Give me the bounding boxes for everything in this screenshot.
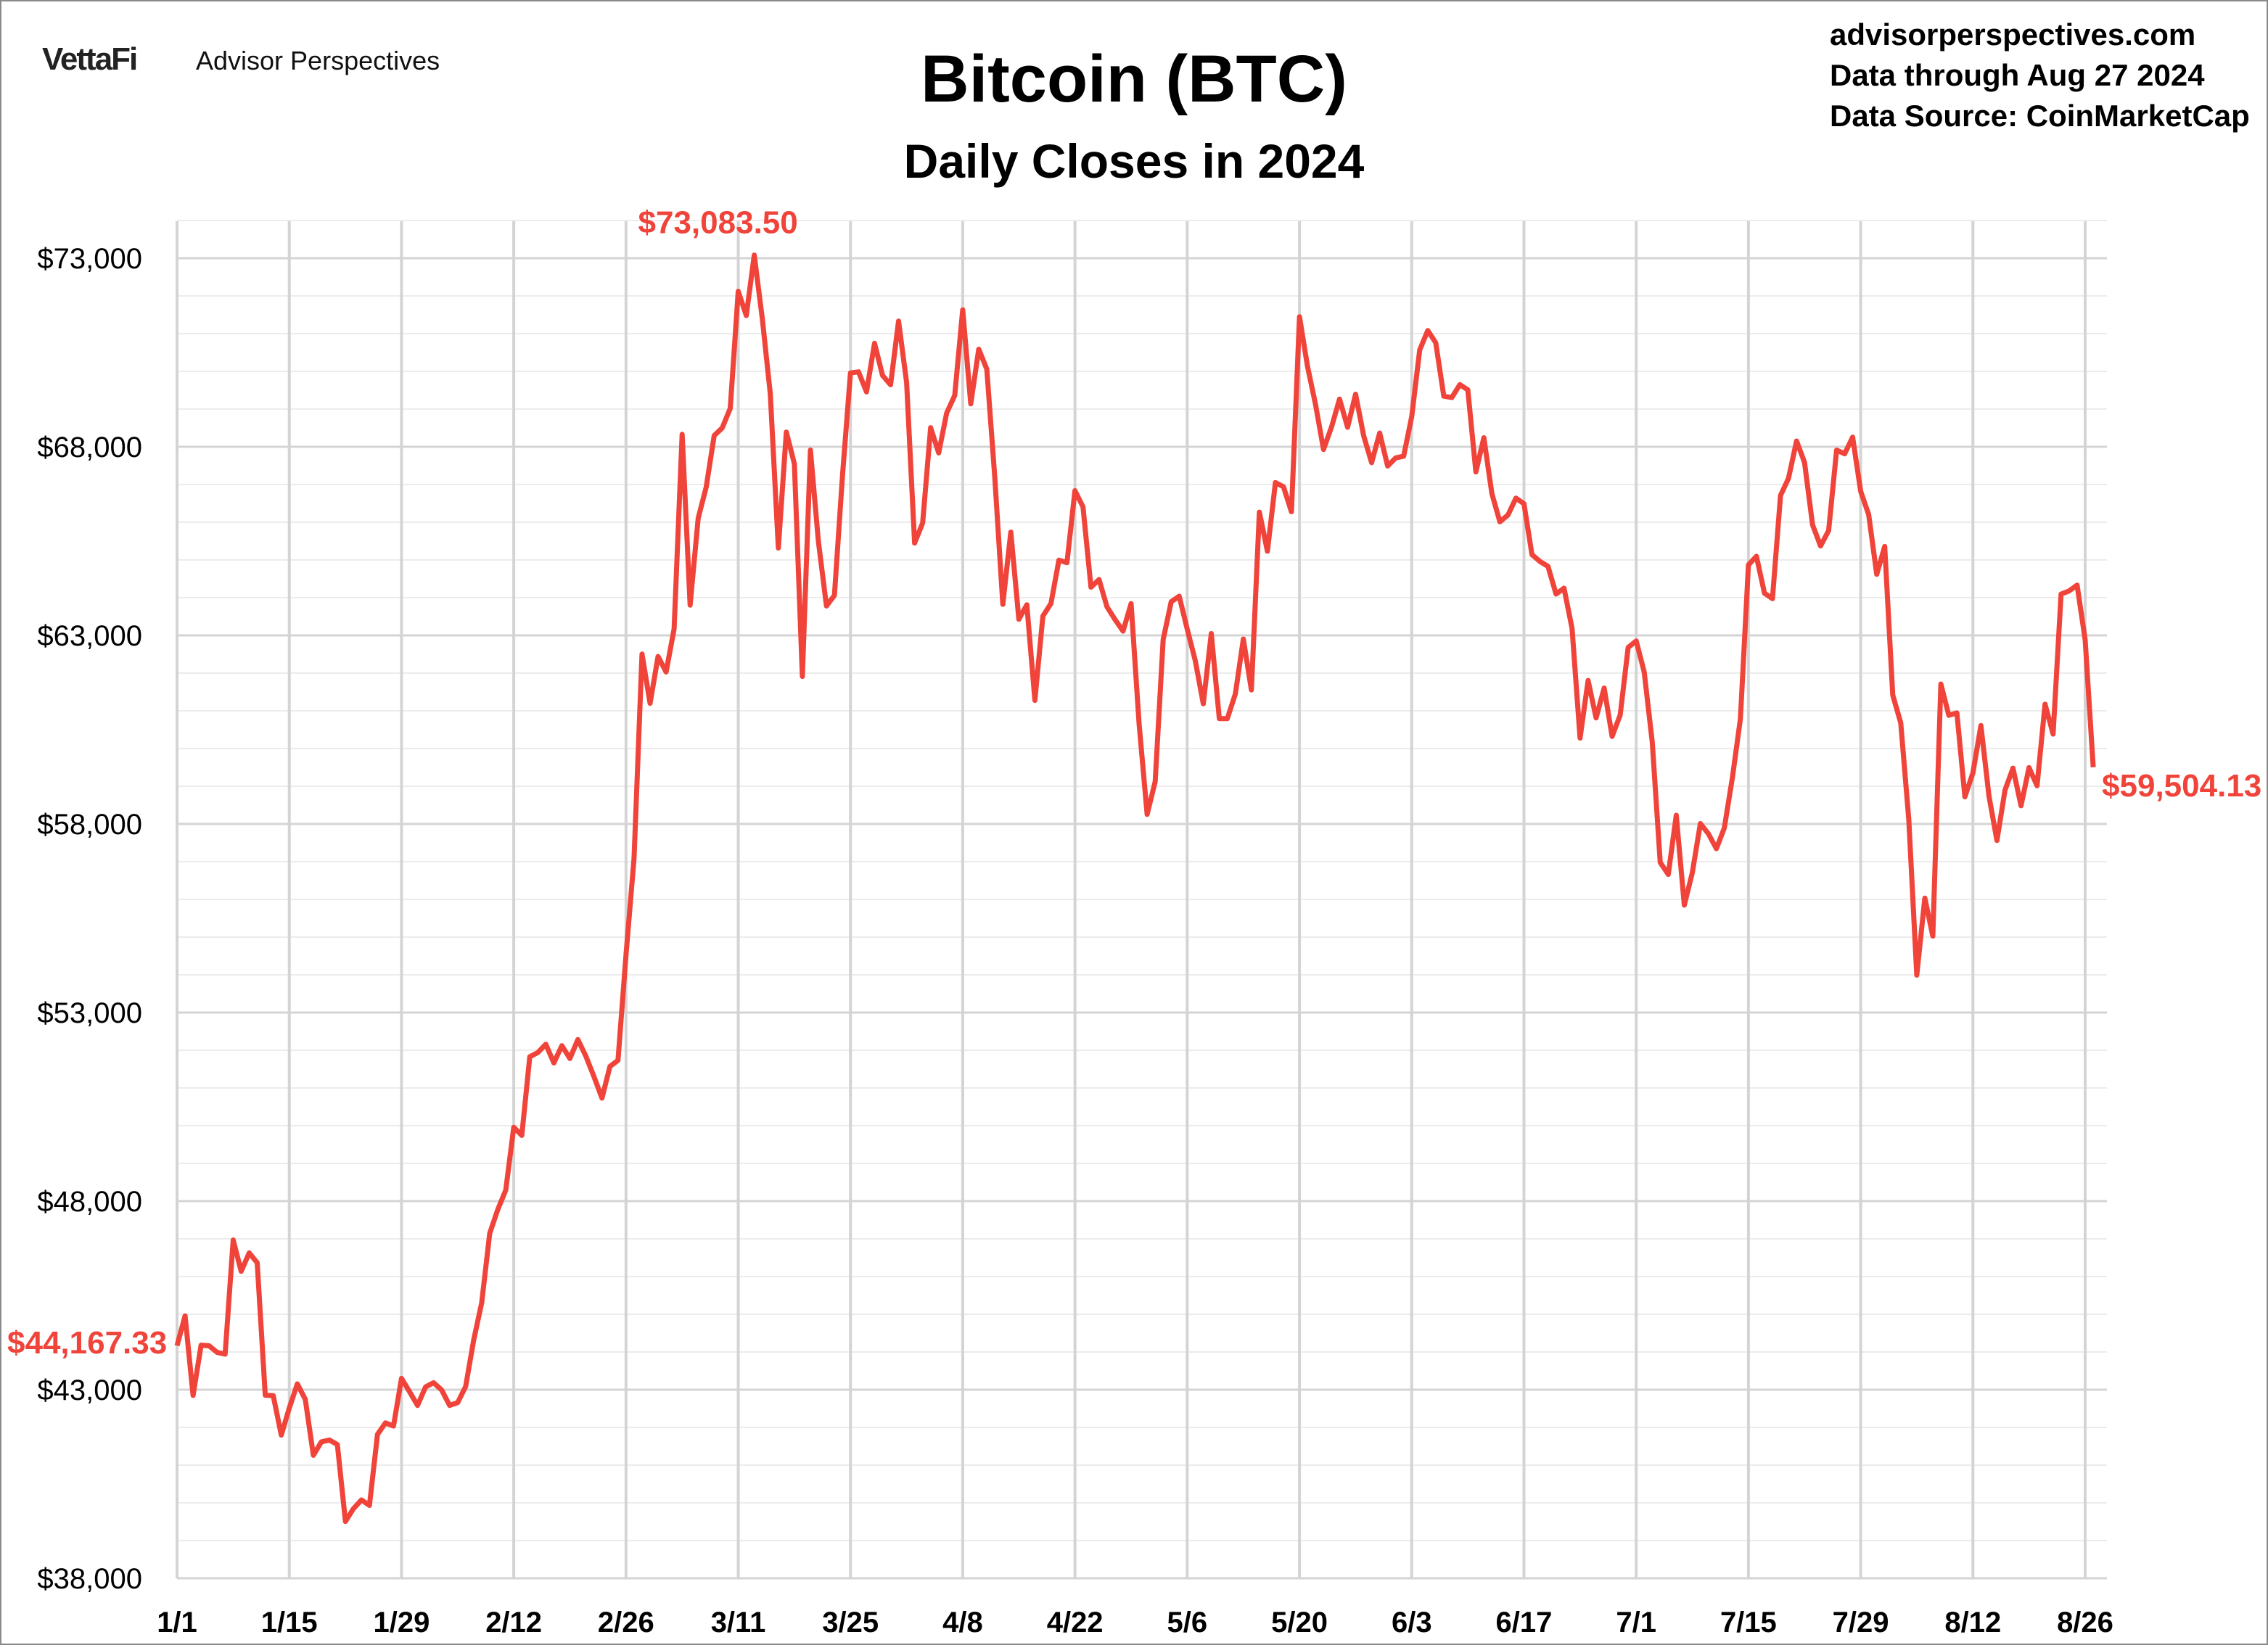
x-tick-label: 7/15 bbox=[1720, 1607, 1777, 1638]
y-tick-label: $68,000 bbox=[37, 432, 142, 463]
x-tick-label: 1/1 bbox=[157, 1607, 197, 1638]
x-tick-label: 2/12 bbox=[485, 1607, 542, 1638]
data-through: Data through Aug 27 2024 bbox=[1830, 58, 2205, 92]
chart-subtitle: Daily Closes in 2024 bbox=[904, 134, 1365, 188]
x-tick-label: 3/11 bbox=[711, 1607, 766, 1638]
data-source: Data Source: CoinMarketCap bbox=[1830, 99, 2250, 133]
x-tick-label: 1/29 bbox=[373, 1607, 430, 1638]
x-tick-label: 4/22 bbox=[1047, 1607, 1104, 1638]
y-tick-label: $53,000 bbox=[37, 997, 142, 1029]
x-tick-label: 5/6 bbox=[1167, 1607, 1208, 1638]
start-value-label: $44,167.33 bbox=[7, 1325, 167, 1361]
y-tick-label: $73,000 bbox=[37, 243, 142, 275]
x-tick-label: 8/26 bbox=[2057, 1607, 2113, 1638]
x-tick-label: 5/20 bbox=[1271, 1607, 1328, 1638]
logo-text: VettaFi bbox=[42, 41, 136, 77]
x-tick-label: 1/15 bbox=[261, 1607, 318, 1638]
chart-title: Bitcoin (BTC) bbox=[921, 42, 1347, 116]
y-axis: $38,000 $43,000 $48,000 $53,000 $58,000 $63,0… bbox=[37, 243, 142, 1595]
brand-name: Advisor Perspectives bbox=[196, 46, 440, 75]
grid bbox=[176, 220, 2107, 1580]
x-tick-label: 7/1 bbox=[1616, 1607, 1656, 1638]
x-tick-label: 3/25 bbox=[822, 1607, 879, 1638]
x-tick-label: 6/17 bbox=[1496, 1607, 1553, 1638]
y-tick-label: $48,000 bbox=[37, 1186, 142, 1218]
x-tick-label: 4/8 bbox=[942, 1607, 983, 1638]
y-tick-label: $38,000 bbox=[37, 1563, 142, 1595]
logo: VettaFi Advisor Perspectives bbox=[42, 41, 440, 77]
end-value-label: $59,504.13 bbox=[2102, 768, 2261, 804]
x-axis: 1/1 1/15 1/29 2/12 2/26 3/11 3/25 4/8 4/22 5/6 5/2… bbox=[157, 1607, 2113, 1638]
max-value-label: $73,083.50 bbox=[638, 205, 798, 241]
x-tick-label: 2/26 bbox=[598, 1607, 654, 1638]
site-url: advisorperspectives.com bbox=[1830, 17, 2195, 51]
y-tick-label: $43,000 bbox=[37, 1374, 142, 1406]
x-tick-label: 6/3 bbox=[1392, 1607, 1432, 1638]
btc-price-line bbox=[174, 252, 2096, 1525]
x-tick-label: 8/12 bbox=[1944, 1607, 2001, 1638]
y-tick-label: $63,000 bbox=[37, 620, 142, 652]
x-tick-label: 7/29 bbox=[1833, 1607, 1889, 1638]
y-tick-label: $58,000 bbox=[37, 809, 142, 841]
